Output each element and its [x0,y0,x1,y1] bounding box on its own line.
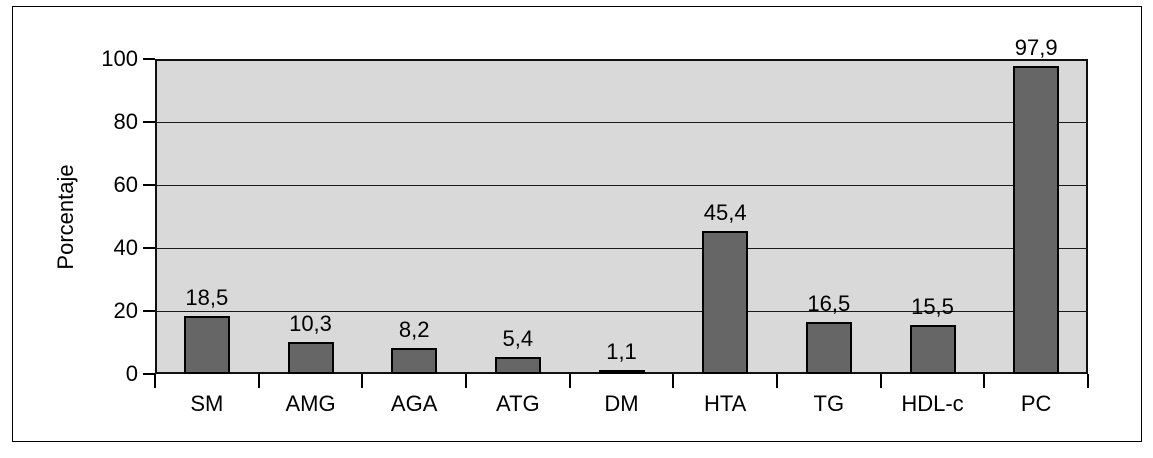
bar-PC [1013,65,1060,374]
y-tick-label: 40 [113,235,138,260]
x-tick-mark [361,374,364,388]
x-category-label-TG: TG [813,391,845,416]
x-tick-mark [879,374,882,388]
y-tick-mark [143,58,155,60]
y-tick-mark [143,310,155,312]
gridline-40 [155,248,1088,249]
x-category-label-PC: PC [1020,391,1052,416]
value-label-SM: 18,5 [185,284,229,310]
x-tick-mark [1087,374,1089,388]
x-tick-mark [983,374,986,388]
x-category-label-HDL-c: HDL-c [901,391,964,416]
x-category-label-AGA: AGA [390,391,438,416]
x-tick-mark [568,374,571,388]
bar-DM [598,370,645,374]
value-label-TG: 16,5 [807,291,851,317]
x-category-label-HTA: HTA [703,391,747,416]
x-tick-mark [465,374,467,388]
y-tick-mark [143,373,155,375]
bar-ATG [494,356,541,374]
gridline-60 [155,185,1088,186]
gridline-20 [155,311,1088,312]
plot-area [155,59,1088,374]
y-tick-label: 100 [101,46,138,71]
y-tick-mark [143,247,155,249]
x-tick-mark [154,374,156,388]
y-tick-label: 80 [113,109,138,134]
bar-HDL-c [909,325,956,374]
gridline-80 [155,122,1088,123]
value-label-AMG: 10,3 [289,310,332,336]
y-tick-mark [143,184,155,186]
bar-AMG [287,341,334,374]
y-axis-title: Porcentaje [53,164,78,270]
value-label-DM: 1,1 [606,339,637,364]
bar-HTA [702,230,749,374]
value-label-AGA: 8,2 [398,317,430,343]
bar-SM [183,315,230,374]
x-category-label-SM: SM [190,391,224,416]
x-tick-mark [672,374,675,388]
bar-TG [805,322,852,374]
x-category-label-AMG: AMG [285,391,336,416]
value-label-ATG: 5,4 [502,325,534,351]
y-tick-label: 0 [125,361,138,386]
x-tick-mark [776,374,778,388]
value-label-PC: 97,9 [1014,34,1058,60]
x-category-label-DM: DM [604,391,639,416]
x-tick-mark [257,374,260,388]
y-tick-label: 20 [113,298,138,323]
y-tick-label: 60 [113,172,138,197]
value-label-HDL-c: 15,5 [911,294,954,320]
x-category-label-ATG: ATG [496,391,540,416]
value-label-HTA: 45,4 [703,199,747,225]
y-tick-mark [143,121,155,123]
bar-AGA [391,348,438,374]
